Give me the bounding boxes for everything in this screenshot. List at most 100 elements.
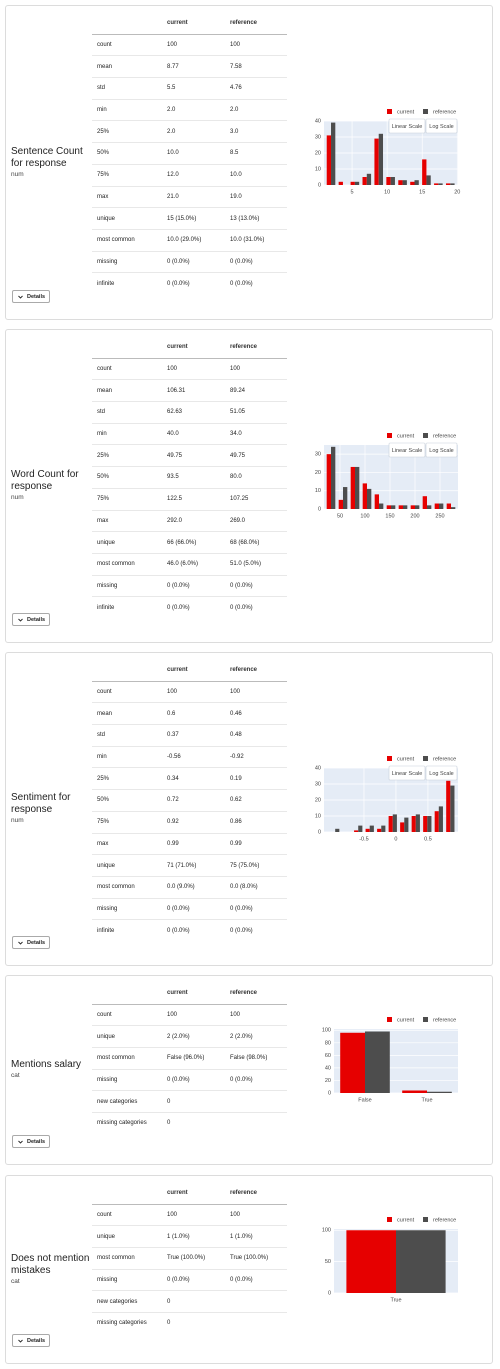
y-tick-label: 20: [315, 797, 321, 803]
stat-value: 0.19: [225, 767, 287, 790]
scale-button-label[interactable]: Log Scale: [429, 124, 453, 130]
stat-value: 3.0: [225, 120, 287, 143]
stat-value: -0.56: [162, 745, 225, 768]
scale-button-label[interactable]: Log Scale: [429, 448, 453, 454]
legend-label: current: [397, 1217, 415, 1223]
bar: [365, 1031, 390, 1093]
x-tick-label: 0.5: [424, 836, 432, 842]
column-type: cat: [11, 1072, 20, 1079]
table-row: most common False (96.0%) False (98.0%): [92, 1047, 287, 1070]
stat-value: 269.0: [225, 509, 287, 532]
histogram: 0 10 20 30 40 -0.5 0 0.5 current reference Linear …: [315, 756, 458, 842]
table-row: 25% 49.75 49.75: [92, 444, 287, 467]
table-row: new categories 0: [92, 1290, 287, 1313]
scale-button[interactable]: [388, 118, 426, 134]
chevron: [18, 1339, 23, 1343]
header-cell: reference: [225, 1183, 287, 1205]
table-row: max 21.0 19.0: [92, 185, 287, 208]
details-button[interactable]: Details: [12, 936, 50, 949]
bar: [377, 828, 382, 832]
stat-value: 0 (0.0%): [162, 1268, 225, 1291]
scale-button[interactable]: [425, 442, 458, 458]
bar: [427, 505, 432, 509]
y-tick-label: 30: [315, 781, 321, 787]
bar: [426, 175, 431, 185]
y-tick-label: 50: [325, 1259, 331, 1265]
details-button[interactable]: Details: [12, 1135, 50, 1148]
y-tick-label: 40: [325, 1065, 331, 1071]
legend-label: current: [397, 433, 415, 439]
stat-value: 0 (0.0%): [162, 919, 225, 941]
stat-value: 0 (0.0%): [162, 596, 225, 618]
stat-label: 50%: [92, 466, 162, 489]
table-row: missing 0 (0.0%) 0 (0.0%): [92, 1068, 287, 1091]
header-cell: [92, 337, 162, 359]
y-tick-label: 40: [315, 118, 321, 124]
scale-button[interactable]: [388, 442, 426, 458]
bar: [350, 181, 355, 185]
stat-value: 0.0 (9.0%): [162, 875, 225, 899]
bar: [450, 183, 455, 185]
table-row: min 2.0 2.0: [92, 98, 287, 121]
details-button[interactable]: Details: [12, 290, 50, 303]
details-button[interactable]: Details: [12, 1334, 50, 1347]
x-tick-label: False: [358, 1097, 371, 1103]
stat-value: 0 (0.0%): [225, 897, 287, 920]
stat-label: count: [92, 1003, 162, 1026]
scale-button[interactable]: [388, 765, 426, 781]
table-row: missing 0 (0.0%) 0 (0.0%): [92, 1268, 287, 1291]
stat-value: 0 (0.0%): [225, 574, 287, 597]
table-row: 75% 122.5 107.25: [92, 487, 287, 510]
stat-value: 71 (71.0%): [162, 854, 225, 877]
details-button[interactable]: Details: [12, 613, 50, 626]
scale-button-label[interactable]: Linear Scale: [392, 771, 423, 777]
stat-value: 292.0: [162, 509, 225, 532]
stat-label: max: [92, 509, 162, 532]
scale-button-label[interactable]: Linear Scale: [392, 448, 423, 454]
bar: [434, 183, 439, 185]
stat-value: 0.37: [162, 724, 225, 747]
stat-label: missing categories: [92, 1112, 162, 1134]
stat-value: 75 (75.0%): [225, 854, 287, 877]
bar: [367, 488, 372, 509]
bar: [422, 159, 427, 185]
column-card: Sentiment for response num current referenc…: [5, 652, 493, 966]
table-header: current reference: [92, 13, 287, 35]
scale-button-label[interactable]: Linear Scale: [392, 124, 423, 130]
stat-value: 51.0 (5.0%): [225, 552, 287, 576]
stat-label: count: [92, 680, 162, 703]
stat-label: infinite: [92, 596, 162, 618]
legend-label: reference: [433, 756, 456, 762]
table-row: infinite 0 (0.0%) 0 (0.0%): [92, 272, 287, 294]
bar: [400, 822, 405, 832]
bar: [422, 496, 427, 509]
table-row: infinite 0 (0.0%) 0 (0.0%): [92, 596, 287, 618]
scale-button-label[interactable]: Log Scale: [429, 771, 453, 777]
table-row: count 100 100: [92, 1003, 287, 1026]
chevron-icon: [18, 1339, 23, 1343]
bar: [365, 828, 370, 832]
x-tick-label: 250: [435, 513, 444, 519]
bar: [391, 505, 396, 509]
stat-label: max: [92, 832, 162, 855]
stat-value: 21.0: [162, 185, 225, 208]
bar: [396, 1230, 446, 1293]
stat-value: 107.25: [225, 487, 287, 510]
table-row: most common 0.0 (9.0%) 0.0 (8.0%): [92, 875, 287, 899]
stat-value: 34.0: [225, 422, 287, 445]
stat-value: 0.48: [225, 724, 287, 747]
legend-swatch: [387, 1217, 392, 1222]
stat-value: [225, 1290, 287, 1313]
histogram: 0 20 40 60 80 100 False True current reference: [322, 1017, 458, 1103]
y-tick-label: 0: [318, 829, 321, 835]
stat-value: 100: [225, 33, 287, 56]
table-row: new categories 0: [92, 1090, 287, 1113]
stat-value: 100: [162, 33, 225, 56]
bar: [331, 122, 336, 185]
x-tick-label: 50: [337, 513, 343, 519]
scale-button[interactable]: [425, 765, 458, 781]
table-row: missing categories 0: [92, 1312, 287, 1334]
table-row: most common True (100.0%) True (100.0%): [92, 1247, 287, 1270]
stat-label: 25%: [92, 120, 162, 143]
scale-button[interactable]: [425, 118, 458, 134]
